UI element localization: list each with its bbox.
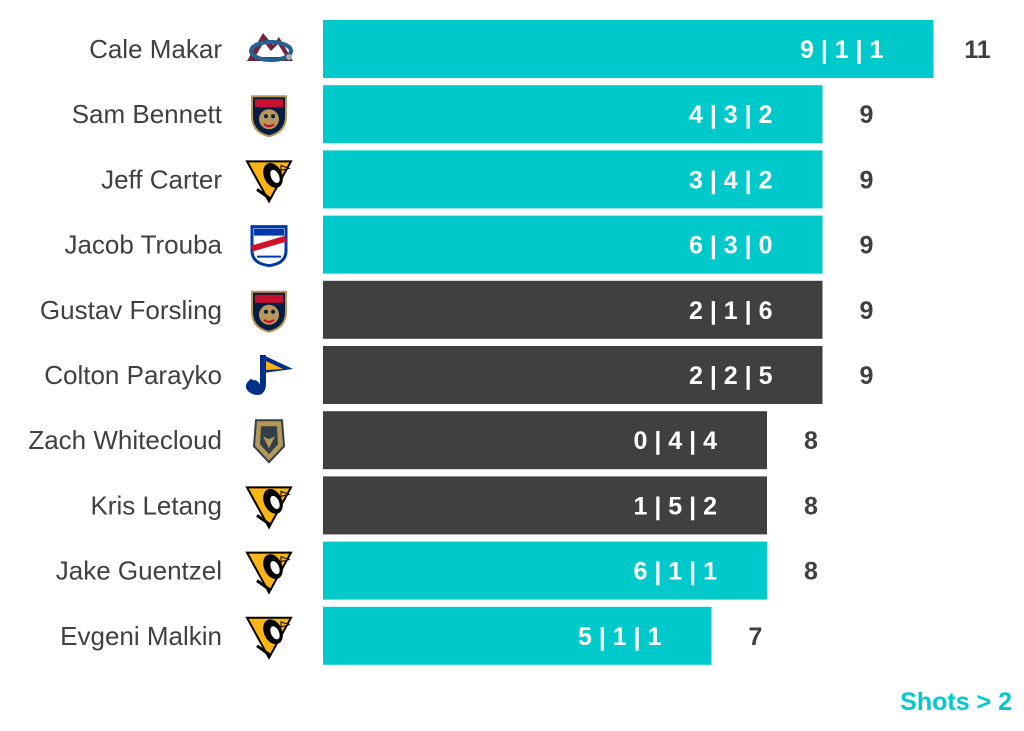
bar <box>323 411 767 470</box>
panthers-logo <box>251 290 287 333</box>
player-name: Sam Bennett <box>72 99 223 129</box>
penguins-logo <box>245 160 293 204</box>
bar-value-label: 2 | 1 | 6 <box>689 297 772 325</box>
blues-logo <box>246 355 293 395</box>
player-name: Evgeni Malkin <box>60 621 222 651</box>
bar <box>323 606 712 665</box>
bar <box>323 541 767 600</box>
rangers-logo <box>250 225 288 268</box>
bar-value-label: 2 | 2 | 5 <box>689 362 773 390</box>
player-name: Jake Guentzel <box>56 556 222 586</box>
bar-value-label: 0 | 4 | 4 <box>634 427 718 455</box>
bar-value-label: 1 | 5 | 2 <box>634 492 717 520</box>
bar <box>323 346 823 404</box>
bar-value-label: 6 | 1 | 1 <box>634 558 718 586</box>
total-label: 8 <box>804 492 818 520</box>
bar <box>323 20 934 78</box>
player-name: Jeff Carter <box>101 164 222 194</box>
bar-value-label: 3 | 4 | 2 <box>689 166 772 194</box>
bar <box>323 280 823 339</box>
legend-note: Shots > 2 <box>900 688 1012 716</box>
total-label: 9 <box>860 166 874 194</box>
total-label: 7 <box>749 623 763 651</box>
panthers-logo <box>251 95 287 138</box>
penguins-logo <box>245 551 293 595</box>
player-name: Jacob Trouba <box>64 230 222 260</box>
bar-value-label: 9 | 1 | 1 <box>800 36 884 64</box>
bar <box>323 150 823 209</box>
avalanche-logo <box>247 33 293 62</box>
total-label: 8 <box>804 427 818 455</box>
total-label: 9 <box>860 362 874 390</box>
total-label: 9 <box>860 232 874 260</box>
bar <box>323 476 767 535</box>
bar-value-label: 4 | 3 | 2 <box>689 101 772 129</box>
total-label: 8 <box>804 558 818 586</box>
penguins-logo <box>245 616 293 660</box>
total-label: 11 <box>964 36 991 64</box>
bar-value-label: 6 | 3 | 0 <box>689 232 772 260</box>
total-label: 9 <box>860 101 874 129</box>
player-name: Kris Letang <box>90 490 222 520</box>
golden-knights-logo <box>252 419 286 464</box>
player-name: Cale Makar <box>89 34 222 64</box>
player-name: Zach Whitecloud <box>28 425 222 455</box>
total-label: 9 <box>860 297 874 325</box>
bar <box>323 85 823 144</box>
bar <box>323 215 823 274</box>
penguins-logo <box>245 486 293 530</box>
player-name: Gustav Forsling <box>40 295 222 325</box>
player-name: Colton Parayko <box>44 360 222 390</box>
bar-value-label: 5 | 1 | 1 <box>578 623 662 651</box>
